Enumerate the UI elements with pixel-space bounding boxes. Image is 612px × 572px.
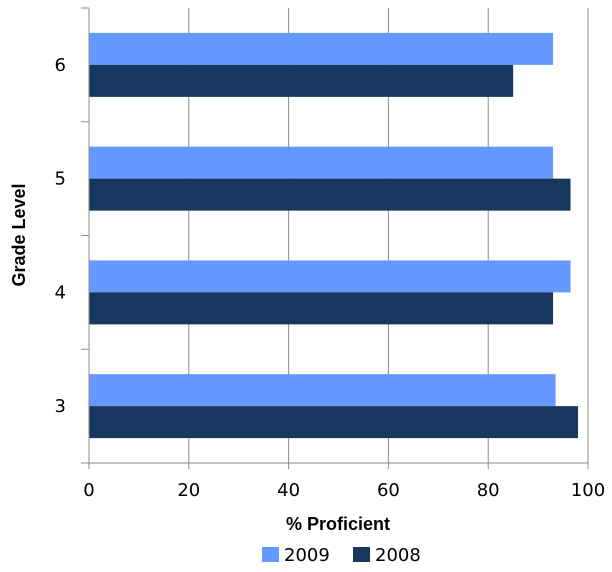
y-tick-label-3: 3 (55, 396, 66, 417)
legend-label-2009: 2009 (284, 545, 330, 566)
legend-label-2008: 2008 (375, 545, 421, 566)
legend: 2009 2008 (262, 545, 421, 566)
y-tick-label-6: 6 (55, 55, 66, 76)
tick-label-layer: 0 20 40 60 80 100 3 4 5 6 (55, 55, 606, 501)
bar-2009-grade-4 (89, 260, 571, 293)
x-tick-label-80: 80 (477, 480, 500, 501)
x-axis-title: % Proficient (286, 514, 390, 534)
x-tick-label-20: 20 (177, 480, 200, 501)
x-tick-label-40: 40 (277, 480, 300, 501)
legend-swatch-2009 (262, 547, 279, 562)
bar-2009-grade-6 (89, 32, 554, 65)
bar-layer (89, 32, 579, 439)
bar-2008-grade-3 (89, 406, 579, 439)
bar-2008-grade-6 (89, 64, 514, 97)
y-axis-title: Grade Level (9, 183, 29, 286)
axis-layer (81, 7, 589, 469)
bar-2009-grade-5 (89, 146, 554, 179)
bar-2009-grade-3 (89, 374, 556, 407)
legend-swatch-2008 (353, 547, 370, 562)
bar-2008-grade-4 (89, 292, 554, 325)
y-tick-label-4: 4 (55, 282, 66, 303)
x-tick-label-100: 100 (571, 480, 605, 501)
x-tick-label-0: 0 (83, 480, 94, 501)
y-tick-label-5: 5 (55, 169, 66, 190)
x-tick-label-60: 60 (377, 480, 400, 501)
bar-2008-grade-5 (89, 178, 571, 211)
